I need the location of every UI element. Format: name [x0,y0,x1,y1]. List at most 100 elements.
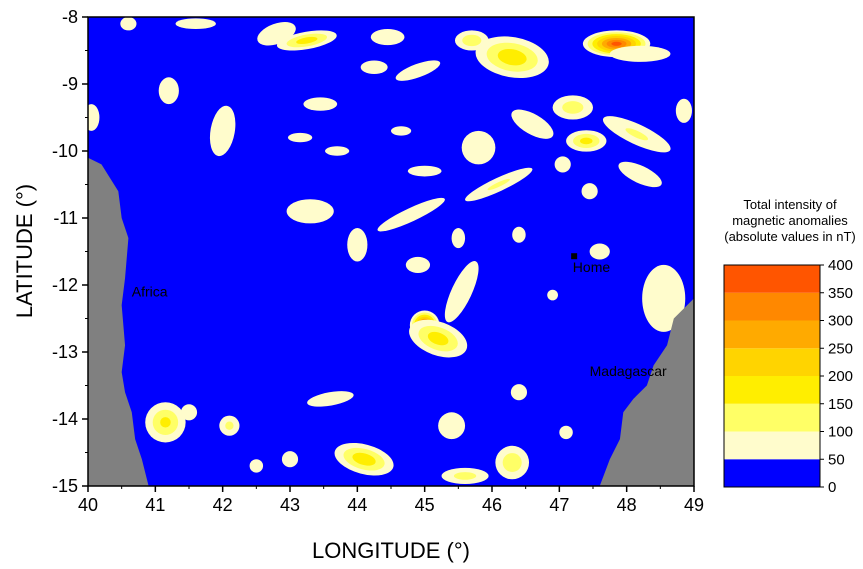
anomaly-19 [158,77,179,105]
colorbar-legend: Total intensity of magnetic anomalies (a… [723,197,856,496]
anomaly-3-band-50 [444,261,479,323]
y-tick-label: -11 [53,208,78,228]
anomaly-40 [451,228,466,249]
x-tick-label: 41 [145,495,165,515]
anomaly-45-band-50 [438,412,466,440]
x-tick-label: 40 [78,495,98,515]
anomaly-45 [438,412,466,440]
anomaly-31 [602,116,671,153]
anomaly-48-band-50 [249,459,264,473]
anomaly-41 [512,226,526,243]
anomaly-17-band-50 [175,18,216,30]
anomaly-38 [405,256,431,273]
anomaly-51-band-50 [547,289,558,301]
anomaly-43-band-50 [589,243,610,260]
colorbar-band-350 [724,265,820,293]
anomaly-8 [552,95,593,120]
colorbar-band-0 [724,459,820,487]
anomaly-17 [175,18,216,30]
anomaly-36 [88,104,100,131]
anomaly-5 [454,30,489,51]
legend-title-line-3: (absolute values in nT) [724,229,856,244]
anomaly-14 [219,415,240,436]
anomaly-2 [409,319,468,358]
anomaly-12-band-100 [502,453,522,473]
anomaly-37-band-50 [286,199,334,224]
anomaly-51 [547,289,558,301]
anomaly-35-band-50 [675,98,692,123]
colorbar-tick-label: 400 [828,257,853,274]
x-tick-label: 43 [280,495,300,515]
anomaly-16-band-100 [487,178,510,191]
anomaly-25-band-50 [287,132,313,143]
anomaly-32-band-50 [618,161,662,188]
anomaly-41-band-50 [512,226,526,243]
anomaly-39 [347,228,368,262]
anomaly-42 [642,264,686,332]
anomaly-52-band-50 [120,17,137,31]
x-tick-label: 48 [617,495,637,515]
anomaly-44 [510,384,528,401]
x-tick-label: 46 [482,495,502,515]
anomaly-12 [495,445,530,480]
anomaly-49-band-50 [180,404,198,421]
colorbar-band-300 [724,292,820,321]
colorbar-tick-label: 100 [828,424,853,441]
legend-title-line-2: magnetic anomalies [732,213,848,228]
anomaly-49 [180,404,198,421]
x-axis: 40 41 42 43 44 45 46 47 48 49 [78,486,704,515]
colorbar-tick-label: 350 [828,285,853,302]
colorbar-tick-label: 0 [828,479,836,496]
anomaly-7-band-150 [579,137,593,145]
anomaly-18 [257,22,296,46]
anomaly-26 [325,146,350,156]
anomaly-48 [249,459,264,473]
anomaly-32 [618,161,662,188]
anomaly-36-band-50 [88,104,100,131]
anomaly-10-band-150 [352,452,376,466]
anomaly-24-band-50 [209,105,236,157]
y-tick-label: -8 [62,7,78,27]
anomaly-6-band-150 [296,36,318,45]
anomaly-50-band-50 [559,425,573,440]
anomaly-28 [407,165,442,177]
anomaly-46 [307,391,354,407]
anomaly-15-band-50 [377,197,445,232]
anomaly-28-band-50 [407,165,442,177]
anomaly-16 [465,167,533,202]
anomaly-29 [461,130,496,165]
place-labels: Africa Home Madagascar [132,253,667,379]
anomaly-7 [566,130,607,152]
anomaly-37 [286,199,334,224]
anomaly-13-band-150 [160,417,171,428]
anomaly-52 [120,17,137,31]
land-madagascar [599,298,694,486]
x-tick-label: 49 [684,495,704,515]
anomaly-33 [581,183,598,200]
place-label-madagascar: Madagascar [590,363,667,379]
anomaly-35 [675,98,692,123]
anomaly-23-band-50 [303,97,338,111]
colorbar-tick-label: 250 [828,340,853,357]
anomaly-46-band-50 [307,391,354,407]
y-tick-label: -13 [52,342,78,362]
anomaly-50 [559,425,573,440]
anomaly-21 [360,60,388,74]
anomaly-15 [377,197,445,232]
place-marker-home [571,253,578,260]
land-africa [88,157,149,486]
colorbar-tick-label: 50 [828,451,845,468]
anomaly-11 [441,467,489,484]
y-tick-label: -14 [52,409,78,429]
anomaly-3 [444,261,479,323]
y-tick-label: -15 [52,476,78,496]
anomaly-8-band-100 [562,101,584,114]
anomaly-19-band-50 [158,77,179,105]
anomaly-5-band-100 [462,34,482,47]
anomaly-contours [88,17,692,484]
legend-title-line-1: Total intensity of [743,197,837,212]
anomaly-22 [395,60,441,81]
colorbar-bands [723,264,821,488]
anomaly-22-band-50 [395,60,441,81]
